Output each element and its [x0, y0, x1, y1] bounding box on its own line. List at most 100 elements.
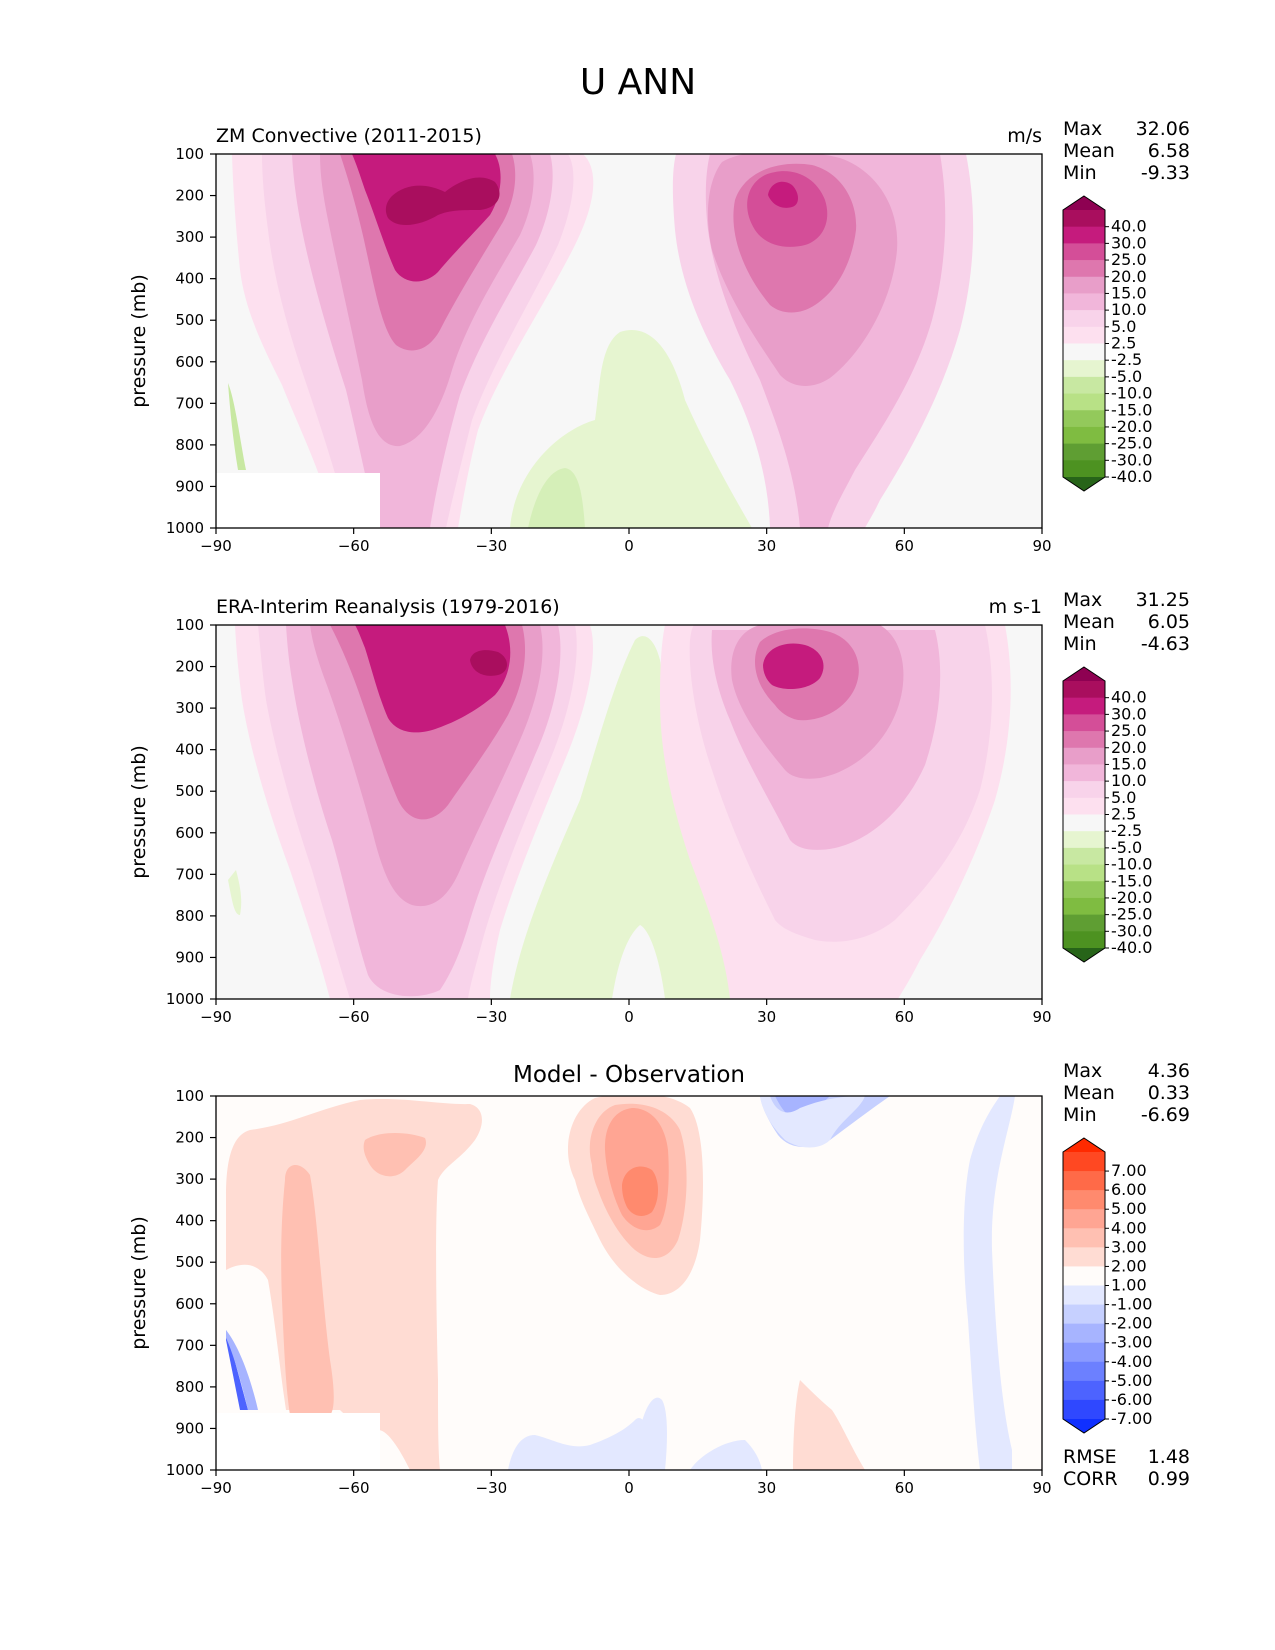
- colorbar: 40.030.025.020.015.010.05.02.5-2.5-5.0-1…: [1062, 666, 1152, 963]
- contour-nh-25: [768, 181, 798, 208]
- axis-ticks: −90 −60 −30 0 30 60 90 100 200 300 400 500 600 700 800…: [166, 616, 1052, 1026]
- colorbar-label: -10.0: [1111, 384, 1152, 403]
- colorbar-extend-top: [1063, 196, 1105, 210]
- contour-tropical-easterlies-core: [528, 468, 585, 528]
- stat-min-label: Min: [1063, 162, 1097, 184]
- colorbar-extend-bottom: [1063, 948, 1105, 962]
- x-tick-label: −30: [476, 537, 508, 555]
- y-tick-label: 700: [175, 394, 204, 412]
- y-tick-label: 500: [175, 782, 204, 800]
- y-tick-label: 400: [175, 1212, 204, 1230]
- colorbar-extend-bottom: [1063, 477, 1105, 491]
- contour-sh-upper-positive-2: [363, 1133, 426, 1177]
- colorbar-label: 25.0: [1111, 250, 1147, 269]
- y-tick-label: 500: [175, 311, 204, 329]
- colorbar-label: 15.0: [1111, 283, 1147, 302]
- figure-title: U ANN: [580, 62, 696, 103]
- colorbar-swatch: [1063, 1399, 1105, 1420]
- colorbar-swatch: [1063, 1323, 1105, 1344]
- x-tick-label: 90: [1032, 537, 1051, 555]
- colorbar-label: -15.0: [1111, 400, 1152, 419]
- colorbar-swatch: [1063, 360, 1105, 378]
- x-tick-label: 0: [624, 1008, 634, 1026]
- colorbar-label: 25.0: [1111, 721, 1147, 740]
- colorbar-label: -40.0: [1111, 467, 1152, 486]
- x-tick-label: 90: [1032, 1479, 1051, 1497]
- colorbar-label: -7.00: [1111, 1409, 1152, 1428]
- axis-ticks: −90 −60 −30 0 30 60 90 100 200 300 400 500 600 700 800…: [166, 1087, 1052, 1497]
- y-tick-label: 600: [175, 353, 204, 371]
- colorbar-swatch: [1063, 310, 1105, 328]
- contour-polar-negative-edge: [226, 1330, 258, 1410]
- colorbar-label: -2.00: [1111, 1314, 1152, 1333]
- colorbar-swatch: [1063, 426, 1105, 445]
- colorbar-outline: [1062, 666, 1106, 963]
- colorbar-swatch: [1063, 781, 1105, 799]
- colorbar-label: 5.00: [1111, 1199, 1147, 1218]
- colorbar-label: -5.00: [1111, 1371, 1152, 1390]
- panel-center-title: Model - Observation: [513, 1062, 745, 1088]
- x-tick-label: −90: [200, 1008, 232, 1026]
- colorbar-label: 6.00: [1111, 1180, 1147, 1199]
- stat-max-label: Max: [1063, 1060, 1102, 1082]
- contour-field-difference: [216, 1096, 1042, 1470]
- contour-tropical-easterlies: [510, 636, 738, 999]
- colorbar-swatch: [1063, 1209, 1105, 1229]
- colorbar-label: -30.0: [1111, 921, 1152, 940]
- panel-left-title: ERA-Interim Reanalysis (1979-2016): [216, 596, 560, 618]
- colorbar-label: 2.00: [1111, 1256, 1147, 1275]
- panel-left-title: ZM Convective (2011-2015): [216, 125, 482, 147]
- colorbar-swatch: [1063, 931, 1105, 949]
- colorbar: 40.030.025.020.015.010.05.02.5-2.5-5.0-1…: [1062, 195, 1152, 492]
- contour-nh-positive-1: [793, 1380, 865, 1470]
- stat-corr: 0.99: [1148, 1468, 1190, 1490]
- colorbar-label: 3.00: [1111, 1237, 1147, 1256]
- x-tick-label: 90: [1032, 1008, 1051, 1026]
- x-tick-label: 30: [757, 537, 776, 555]
- panel-test: ZM Convective (2011-2015) m/s pressure (…: [128, 118, 1190, 555]
- colorbar-label: 5.0: [1111, 317, 1136, 336]
- contour-tropical-negative-2: [640, 1397, 667, 1470]
- colorbar-swatch: [1063, 1266, 1105, 1287]
- stats-box: Max 31.25 Mean 6.05 Min -4.63: [1063, 589, 1190, 655]
- panel-units: m s-1: [989, 596, 1042, 618]
- colorbar-label: 4.00: [1111, 1218, 1147, 1237]
- y-tick-label: 300: [175, 228, 204, 246]
- colorbar-label: 15.0: [1111, 754, 1147, 773]
- stats-box: Max 4.36 Mean 0.33 Min -6.69 RMSE 1.48 C…: [1063, 1060, 1190, 1490]
- colorbar-swatch: [1063, 847, 1105, 866]
- stat-mean: 6.58: [1148, 140, 1190, 162]
- colorbar-swatch: [1063, 731, 1105, 749]
- colorbar-swatch: [1063, 1342, 1105, 1363]
- colorbar-label: -15.0: [1111, 871, 1152, 890]
- y-tick-label: 300: [175, 1170, 204, 1188]
- stat-rmse-label: RMSE: [1063, 1446, 1117, 1468]
- colorbar-swatch: [1063, 1247, 1105, 1268]
- colorbar-label: -30.0: [1111, 450, 1152, 469]
- colorbar-label: -5.0: [1111, 367, 1142, 386]
- contour-nh-20: [747, 171, 828, 247]
- x-tick-label: −90: [200, 1479, 232, 1497]
- contour-nh-negative-1: [760, 1096, 865, 1148]
- colorbar-outline: [1062, 195, 1106, 492]
- contour-sh-positive-2: [281, 1164, 334, 1415]
- colorbar-swatch: [1063, 1228, 1105, 1248]
- colorbar-swatch: [1063, 747, 1105, 766]
- contour-polar-easterlies: [228, 870, 242, 915]
- stat-min-label: Min: [1063, 633, 1097, 655]
- stat-mean-label: Mean: [1063, 1082, 1115, 1104]
- colorbar-swatch: [1063, 697, 1105, 715]
- contour-sh-30: [385, 177, 500, 226]
- y-tick-label: 900: [175, 1419, 204, 1437]
- colorbar-label: -3.00: [1111, 1333, 1152, 1352]
- colorbar-label: -2.5: [1111, 350, 1142, 369]
- colorbar-label: -1.00: [1111, 1295, 1152, 1314]
- colorbar-swatch: [1063, 897, 1105, 916]
- x-tick-label: 60: [895, 1479, 914, 1497]
- colorbar-label: -10.0: [1111, 855, 1152, 874]
- colorbar-swatch: [1063, 226, 1105, 244]
- y-tick-label: 800: [175, 1378, 204, 1396]
- colorbar-swatch: [1063, 293, 1105, 311]
- colorbar-swatch: [1063, 343, 1105, 361]
- contour-polar-easterlies: [228, 383, 246, 470]
